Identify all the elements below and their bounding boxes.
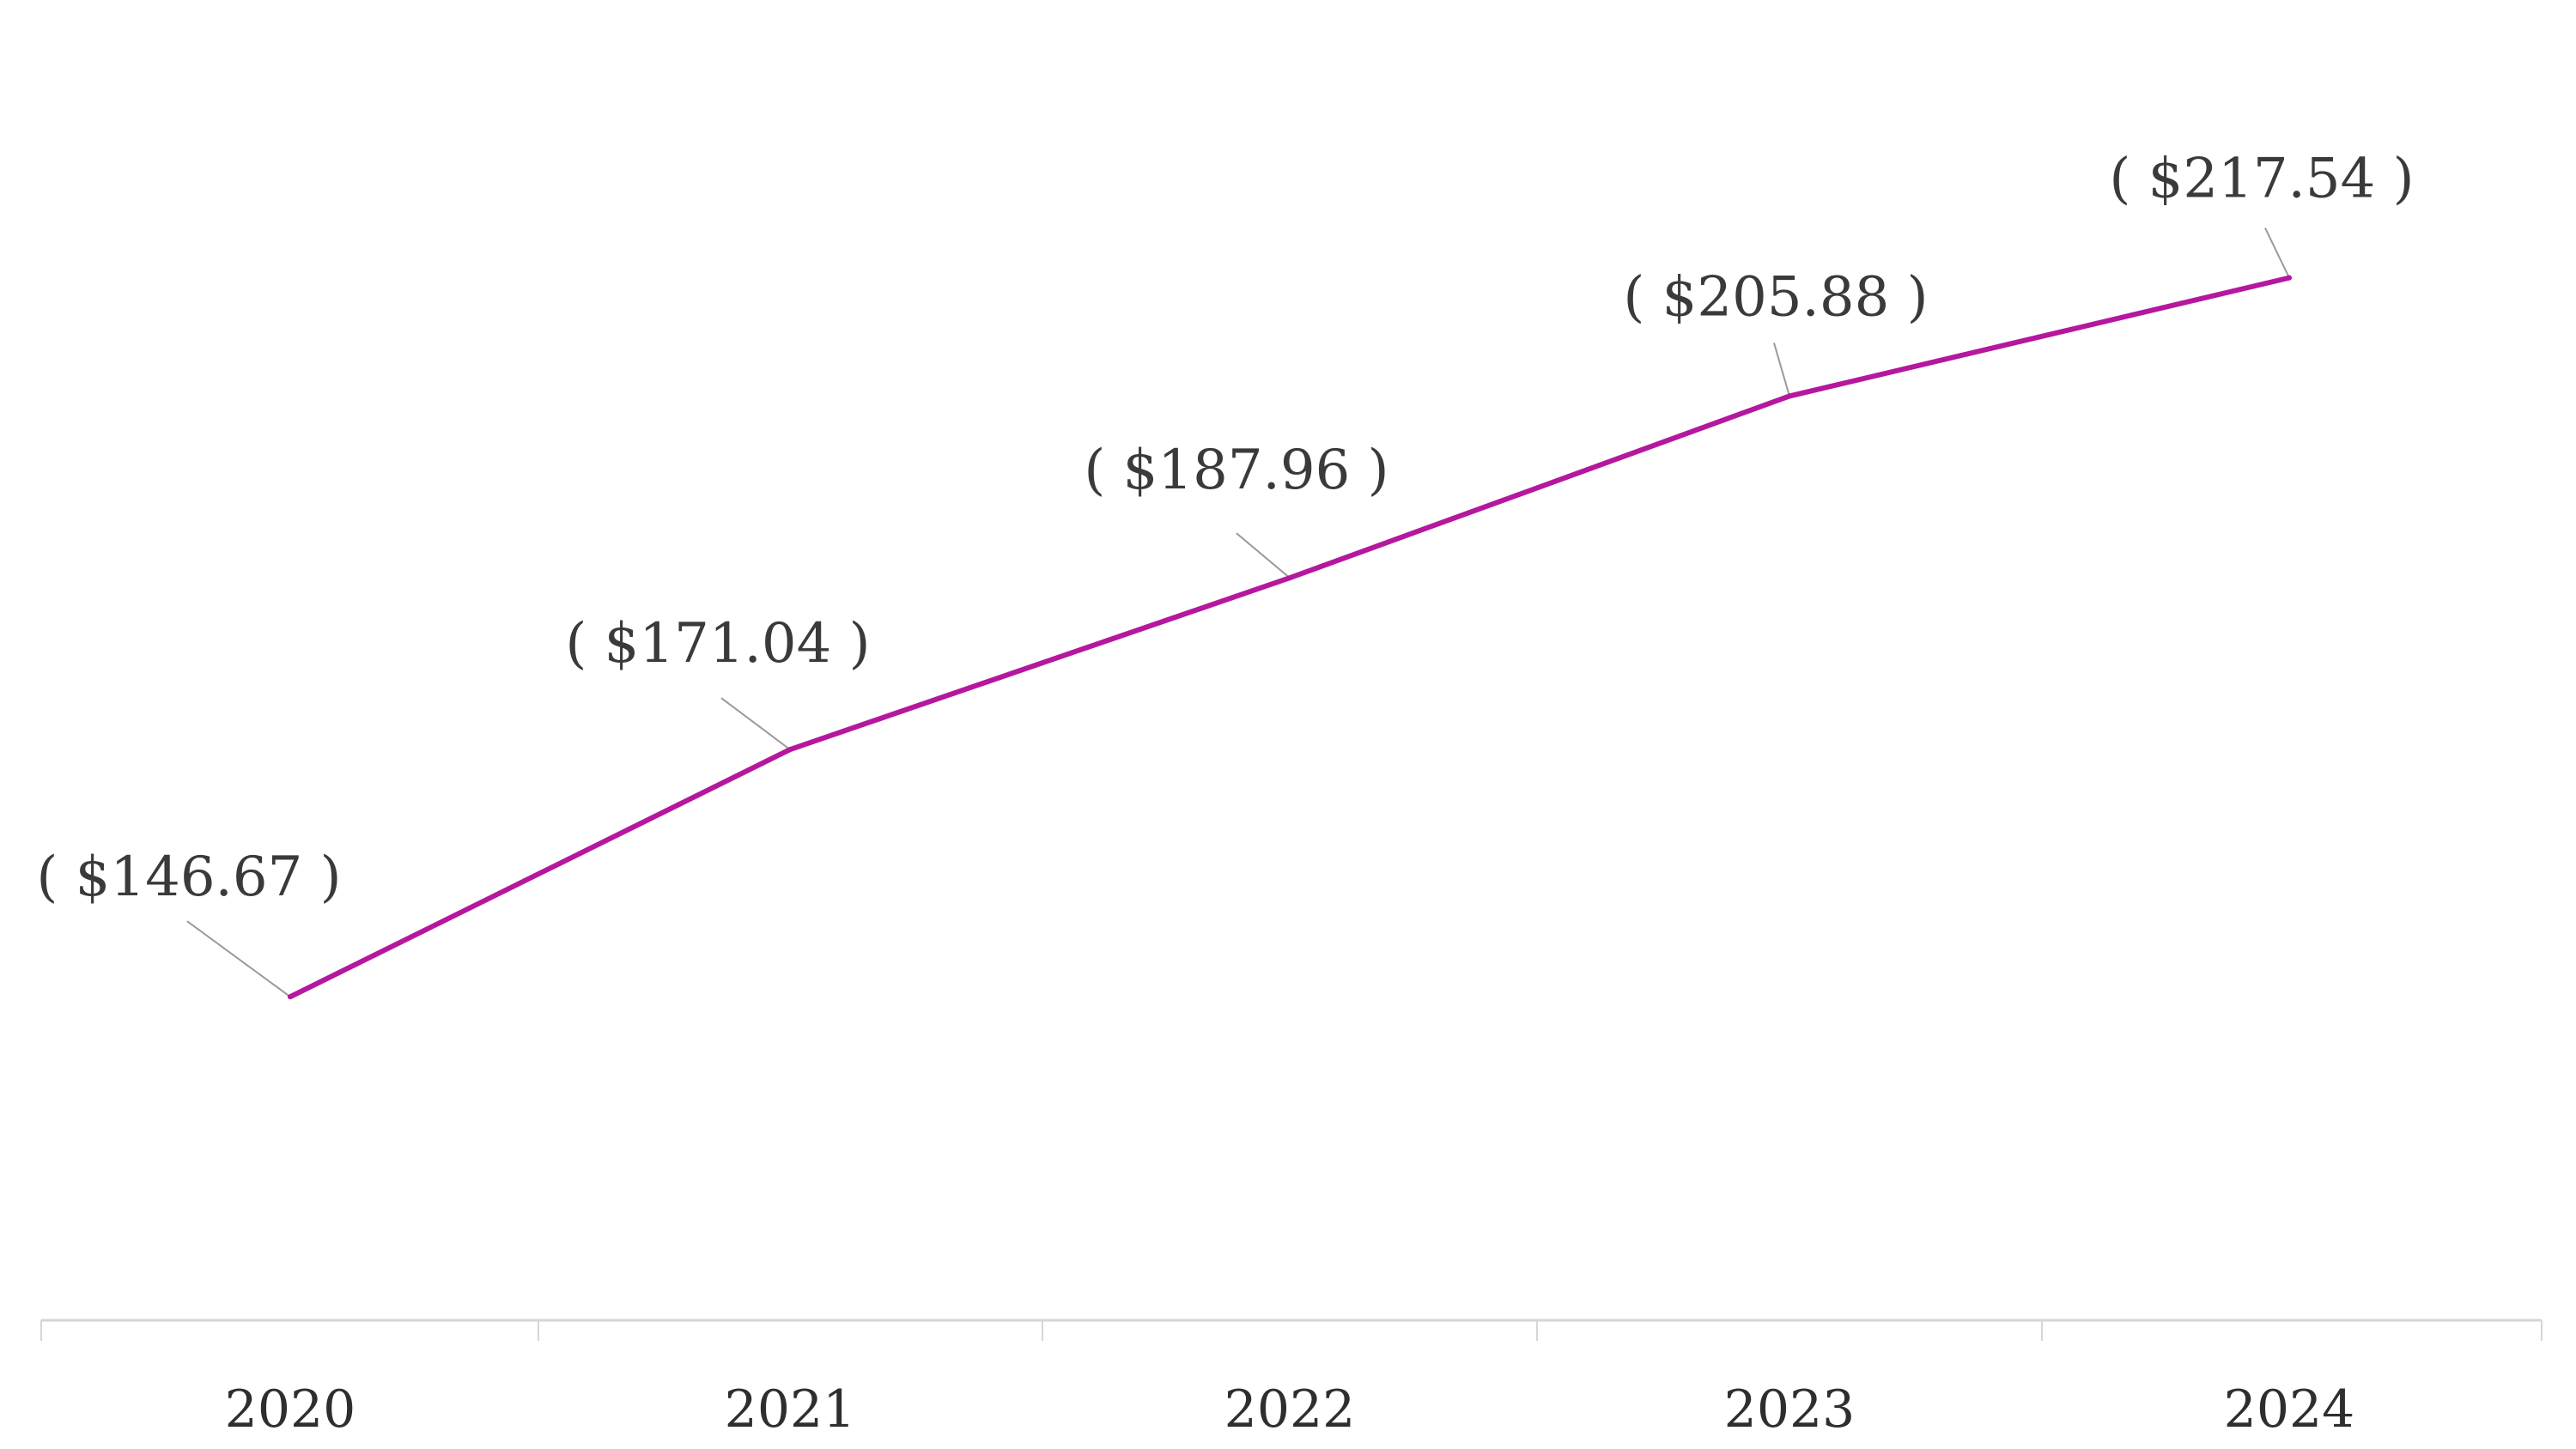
x-tick-label: 2023	[1724, 1379, 1856, 1440]
data-point	[1287, 575, 1292, 581]
data-label-leader	[720, 697, 791, 750]
x-axis	[40, 1319, 2543, 1341]
data-label: ( $205.88 )	[1623, 265, 1928, 329]
x-tick-label: 2021	[725, 1379, 856, 1440]
data-labels: ( $146.67 ) ( $171.04 ) ( $187.96 ) ( $205.…	[36, 148, 2414, 910]
data-point	[288, 994, 293, 1000]
data-label: ( $217.54 )	[2109, 148, 2414, 211]
x-tick-labels: 2020 2021 2022 2023 2024	[225, 1379, 2355, 1440]
data-point	[2287, 275, 2292, 281]
data-label-leader	[1773, 343, 1790, 397]
data-label: ( $171.04 )	[565, 612, 870, 676]
x-tick-label: 2022	[1224, 1379, 1356, 1440]
x-tick-label: 2024	[2224, 1379, 2355, 1440]
data-label-leader	[186, 920, 291, 997]
x-tick-label: 2020	[225, 1379, 356, 1440]
data-point	[787, 747, 793, 753]
data-label: ( $146.67 )	[36, 846, 341, 909]
data-label-leader	[2264, 227, 2290, 279]
label-leader-lines	[186, 227, 2290, 997]
data-label-leader	[1236, 532, 1291, 579]
data-label: ( $187.96 )	[1084, 439, 1388, 502]
data-point	[1787, 393, 1792, 399]
series-line-group	[288, 275, 2292, 1000]
